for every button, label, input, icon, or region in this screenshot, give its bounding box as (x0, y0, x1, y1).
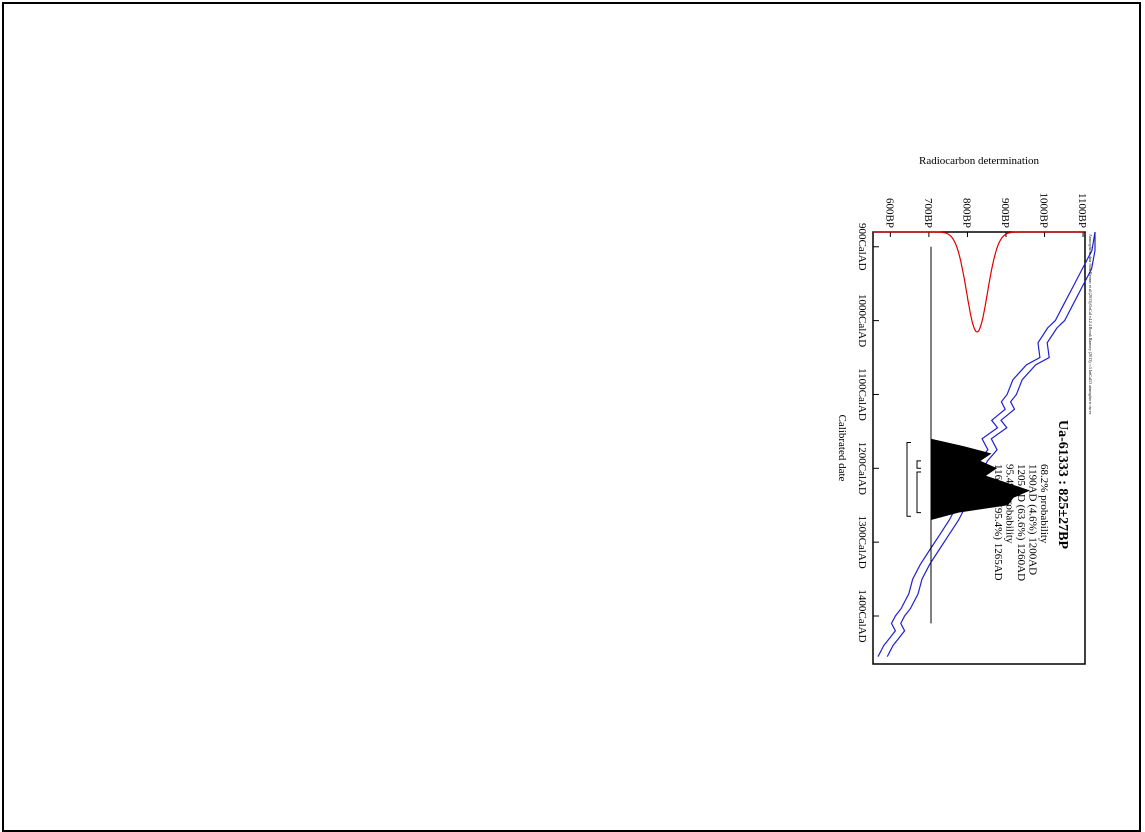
x-axis-ticks: 900CalAD 1000CalAD 1100CalAD 1200CalAD 1300C… (856, 223, 879, 643)
probability-ranges (906, 441, 921, 517)
x-tick-label: 900CalAD (856, 223, 868, 271)
y-tick-label: 800BP (960, 198, 972, 228)
x-tick-label: 1200CalAD (856, 442, 868, 495)
posterior-distribution (930, 246, 1030, 624)
measurement-curve (873, 231, 1085, 333)
y-axis-ticks: 600BP 700BP 800BP 900BP 1000BP 1100BP (883, 193, 1088, 237)
y-tick-label: 600BP (883, 198, 895, 228)
measurement-line (873, 231, 1085, 333)
x-tick-label: 1300CalAD (856, 516, 868, 569)
legend-line: 1165AD (95.4%) 1265AD (992, 464, 1004, 581)
x-axis-label: Calibrated date (836, 415, 848, 482)
range-95-bracket (906, 441, 911, 517)
x-tick-label: 1000CalAD (856, 294, 868, 347)
legend-line: 68.2% probability (1038, 464, 1050, 544)
legend-line: 1190AD (4.6%) 1200AD (1027, 464, 1039, 575)
y-axis-label: Radiocarbon determination (919, 155, 1040, 167)
x-tick-label: 1100CalAD (856, 368, 868, 421)
range-68-bracket (916, 471, 921, 514)
rotated-plot: 600BP 700BP 800BP 900BP 1000BP 1100BP 900CalA… (836, 155, 1096, 665)
y-tick-label: 1100BP (1076, 193, 1088, 228)
x-tick-label: 1400CalAD (856, 589, 868, 642)
legend-line: 1205AD (63.6%) 1260AD (1015, 464, 1027, 581)
y-tick-label: 1000BP (1038, 193, 1050, 228)
y-tick-label: 900BP (999, 198, 1011, 228)
y-tick-label: 700BP (922, 198, 934, 228)
legend-line: 95.4% probability (1004, 464, 1016, 544)
plot-area (872, 231, 1086, 665)
curve-upper-line (886, 232, 1096, 657)
chart-credit: Atmospheric data from Reimer et al (2013… (1088, 234, 1093, 415)
chart-title: Ua-61333 : 825±27BP (1055, 420, 1070, 549)
legend: Ua-61333 : 825±27BP 68.2% probability119… (992, 420, 1070, 581)
posterior-fill (931, 438, 1030, 520)
range-68-bracket (916, 460, 921, 469)
